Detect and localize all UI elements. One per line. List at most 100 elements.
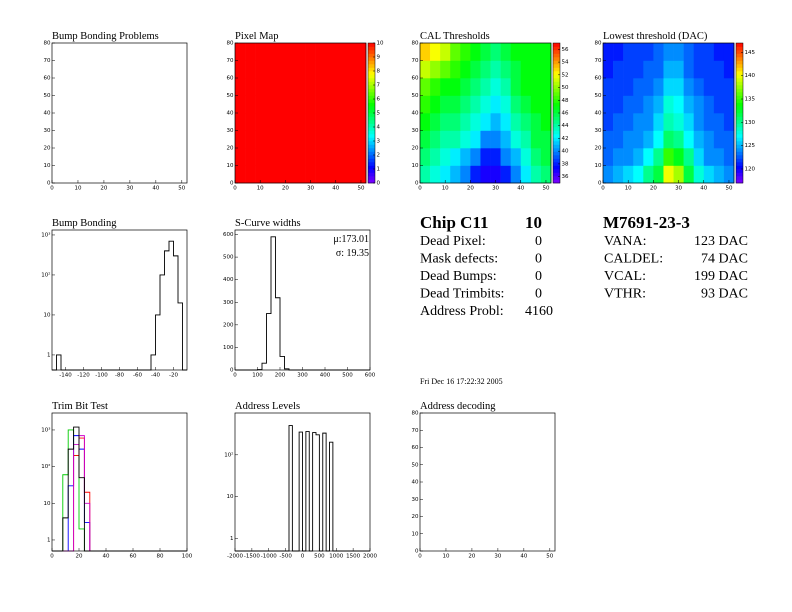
y-tick-label: 20 — [227, 146, 234, 152]
panel-title: Trim Bit Test — [52, 401, 108, 412]
x-tick-label: 0 — [233, 373, 237, 379]
colorbar-step — [736, 141, 743, 145]
colorbar-step — [736, 144, 743, 149]
heat-cell — [713, 148, 725, 166]
colorbar-step — [368, 88, 375, 93]
colorbar-label: 120 — [745, 167, 756, 173]
heat-cell — [265, 43, 276, 61]
info-value: 123 DAC — [694, 234, 748, 249]
colorbar-step — [736, 88, 743, 93]
colorbar-label: 9 — [377, 55, 381, 61]
heat-cell — [275, 113, 286, 131]
heat-cell — [530, 78, 542, 96]
heat-cell — [613, 130, 624, 149]
frame — [51, 412, 188, 552]
heat-cell — [460, 113, 471, 131]
heat-cell — [335, 113, 347, 131]
y-tick-label: 40 — [412, 480, 419, 486]
colorbar-step — [553, 134, 560, 138]
colorbar-label: 7 — [377, 83, 381, 89]
heat-cell — [345, 130, 357, 149]
info-value: 0 — [535, 234, 542, 249]
colorbar-step — [736, 74, 743, 79]
y-tick-label: 10³ — [41, 426, 50, 433]
colorbar-label: 125 — [745, 143, 756, 149]
x-tick-label: 20 — [282, 186, 289, 192]
info-label: VCAL: — [604, 269, 646, 284]
heat-cell — [643, 60, 654, 79]
y-tick-label: 20 — [412, 146, 419, 152]
heat-cell — [540, 148, 552, 166]
heat-cell — [275, 60, 286, 79]
heat-cell — [245, 43, 256, 61]
x-tick-label: 0 — [50, 186, 54, 192]
colorbar-step — [553, 120, 560, 124]
colorbar-step — [368, 92, 375, 96]
colorbar-label: 38 — [562, 161, 569, 167]
heat-cell — [480, 43, 491, 61]
y-tick-label: 10 — [412, 163, 419, 169]
y-tick-label: 70 — [44, 58, 51, 64]
heat-cell — [315, 165, 326, 184]
plot: 0 20 40 60 80 100 1 10 10² 10³ — [41, 412, 193, 560]
heat-cell — [305, 148, 316, 166]
heat-cell — [683, 43, 694, 61]
heat-cell — [285, 165, 296, 184]
heat-cell — [295, 43, 306, 61]
heat-cell — [325, 113, 337, 131]
heat-cell — [633, 43, 644, 61]
y-tick-label: 500 — [223, 255, 234, 261]
colorbar-step — [736, 46, 743, 51]
info-value: 0 — [535, 269, 542, 284]
heat-cell — [315, 130, 326, 149]
y-tick-label: 10² — [41, 271, 50, 278]
y-tick-label: 600 — [223, 232, 234, 238]
heat-cell — [673, 148, 684, 166]
heat-cell — [613, 148, 624, 166]
heat-cell — [683, 95, 694, 114]
colorbar-step — [368, 85, 375, 89]
heat-cell — [245, 165, 256, 184]
colorbar-label: 130 — [745, 120, 756, 126]
heat-cell — [510, 43, 522, 61]
x-tick-label: 20 — [76, 554, 83, 560]
heat-cell — [520, 165, 532, 184]
heat-cell — [663, 148, 674, 166]
x-tick-label: 30 — [494, 554, 501, 560]
heat-cell — [345, 60, 357, 79]
heat-cell — [683, 113, 694, 131]
x-tick-label: 40 — [520, 554, 527, 560]
colorbar-frame — [735, 42, 744, 184]
heat-cell — [613, 95, 624, 114]
heat-cell — [603, 113, 614, 131]
heat-cell — [420, 43, 431, 61]
y-tick-label: 0 — [47, 181, 51, 187]
colorbar-step — [368, 57, 375, 61]
heat-cell — [335, 43, 347, 61]
x-tick-label: 40 — [103, 554, 110, 560]
colorbar-step — [736, 60, 743, 65]
heat-cell — [633, 95, 644, 114]
heat-cell — [460, 43, 471, 61]
heat-cell — [460, 60, 471, 79]
x-tick-label: 60 — [130, 554, 137, 560]
colorbar-step — [736, 113, 743, 117]
heat-cell — [480, 78, 491, 96]
heat-cell — [315, 95, 326, 114]
info-value: 0 — [535, 252, 542, 267]
heat-cell — [265, 95, 276, 114]
heat-cell — [355, 95, 367, 114]
heat-cell — [275, 130, 286, 149]
colorbar-label: 145 — [745, 50, 756, 56]
y-tick-label: 40 — [227, 111, 234, 117]
x-tick-label: -140 — [59, 373, 72, 379]
heat-cell — [235, 43, 246, 61]
x-tick-label: 0 — [418, 186, 422, 192]
heat-cell — [703, 95, 715, 114]
y-tick-label: 0 — [415, 549, 419, 555]
heat-cell — [265, 60, 276, 79]
heat-cell — [480, 60, 491, 79]
colorbar-step — [368, 169, 375, 173]
x-tick-label: 20 — [467, 186, 474, 192]
colorbar-label: 52 — [562, 72, 569, 78]
